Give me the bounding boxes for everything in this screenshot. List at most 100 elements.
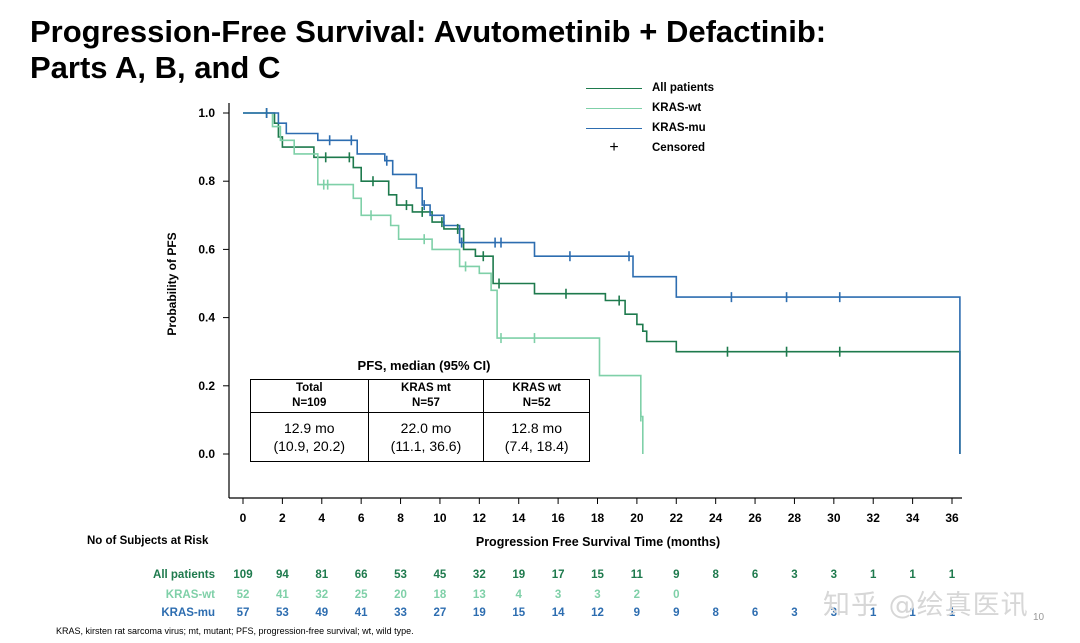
- legend-label: Censored: [652, 142, 706, 154]
- x-tick-label: 30: [827, 511, 841, 525]
- median-value-kras-mt: 22.0 mo (11.1, 36.6): [367, 412, 485, 462]
- risk-cell: 17: [551, 569, 565, 581]
- censor-legend-icon: +: [609, 139, 619, 156]
- chart-legend: All patients KRAS-wt KRAS-mu + Censored: [586, 78, 714, 158]
- risk-cell: 11: [630, 569, 643, 581]
- x-tick-label: 24: [709, 511, 723, 525]
- legend-swatch: [586, 87, 642, 89]
- median-header-kras-wt: KRAS wt N=52: [483, 379, 590, 413]
- legend-label: KRAS-wt: [652, 102, 702, 114]
- x-tick-label: 4: [318, 511, 325, 525]
- watermark: 知乎 @绘真医讯: [823, 590, 1029, 621]
- series-line-0: [243, 112, 961, 454]
- y-tick-label: 1.0: [198, 106, 215, 120]
- risk-cell: 3: [830, 569, 838, 581]
- risk-cell: 8: [712, 607, 719, 619]
- legend-label: KRAS-mu: [652, 122, 706, 134]
- x-tick-label: 8: [397, 511, 404, 525]
- series-line-1: [243, 112, 644, 454]
- risk-cell: 25: [354, 589, 368, 601]
- y-tick-label: 0.4: [198, 311, 215, 325]
- risk-cell: 19: [512, 569, 526, 581]
- risk-cell: 52: [236, 589, 250, 601]
- series-line-2: [243, 112, 961, 454]
- risk-cell: 27: [433, 607, 447, 619]
- x-tick-label: 14: [512, 511, 526, 525]
- footnote: KRAS, kirsten rat sarcoma virus; mt, mut…: [56, 626, 414, 636]
- risk-cell: 4: [515, 589, 522, 601]
- median-pfs-box: PFS, median (95% CI) Total N=109 KRAS mt N…: [250, 358, 590, 462]
- chart-censor-marks: [265, 108, 841, 422]
- x-tick-label: 6: [358, 511, 365, 525]
- risk-cell: 9: [673, 607, 680, 619]
- risk-cell: 3: [830, 607, 838, 619]
- x-axis-label: Progression Free Survival Time (months): [475, 535, 721, 549]
- legend-swatch: [586, 127, 642, 129]
- title-line-1: Progression-Free Survival: Avutometinib …: [30, 14, 827, 49]
- risk-cell: 8: [712, 569, 719, 581]
- risk-cell: 1: [870, 569, 877, 581]
- risk-cell: 81: [315, 569, 329, 581]
- chart-ticks: 0.00.20.40.60.81.00 2 4 6 8 10 12 14 16 18 20 22 24 2…: [198, 106, 959, 525]
- risk-cell: 3: [791, 607, 798, 619]
- chart-curves: [243, 112, 961, 454]
- legend-label: All patients: [652, 82, 714, 94]
- median-table-title: PFS, median (95% CI): [357, 358, 491, 373]
- risk-cell: 15: [591, 569, 604, 581]
- page-number: 10: [1033, 612, 1045, 623]
- title-line-2: Parts A, B, and C: [30, 50, 281, 85]
- risk-cell: 32: [472, 569, 486, 581]
- page-title: Progression-Free Survival: Avutometinib …: [30, 14, 826, 86]
- risk-cell: 1: [948, 569, 956, 581]
- risk-cell: 109: [233, 569, 253, 581]
- x-tick-label: 12: [473, 511, 487, 525]
- risk-cell: 53: [394, 569, 407, 581]
- x-tick-label: 36: [945, 511, 959, 525]
- y-axis-label: Probability of PFS: [165, 232, 179, 335]
- risk-cell: 0: [673, 589, 680, 601]
- risk-cell: 3: [594, 589, 601, 601]
- x-tick-label: 26: [748, 511, 762, 525]
- y-tick-label: 0.6: [198, 242, 215, 256]
- x-tick-label: 32: [867, 511, 881, 525]
- risk-cell: 45: [433, 569, 447, 581]
- median-header-kras-mt: KRAS mt N=57: [367, 379, 485, 413]
- x-tick-label: 18: [591, 511, 605, 525]
- risk-cell: 33: [394, 607, 407, 619]
- risk-cell: 14: [551, 607, 565, 619]
- y-tick-label: 0.8: [198, 174, 215, 188]
- risk-cell: 1: [870, 607, 877, 619]
- legend-item: + Censored: [586, 138, 714, 158]
- risk-cell: 9: [633, 607, 641, 619]
- risk-cell: 15: [512, 607, 526, 619]
- risk-cell: 32: [315, 589, 329, 601]
- risk-cell: 6: [751, 607, 759, 619]
- risk-cell: 6: [751, 569, 759, 581]
- risk-cell: 57: [236, 607, 250, 619]
- risk-row-label: KRAS-mu: [161, 607, 215, 619]
- x-tick-label: 28: [788, 511, 802, 525]
- risk-cell: 1: [948, 607, 956, 619]
- risk-cell: 41: [275, 589, 289, 601]
- y-tick-label: 0.0: [198, 447, 215, 461]
- legend-swatch: [586, 107, 642, 109]
- risk-cell: 94: [275, 569, 289, 581]
- risk-cell: 49: [315, 607, 329, 619]
- risk-cell: 3: [791, 569, 798, 581]
- risk-cell: 2: [633, 589, 641, 601]
- x-tick-label: 22: [670, 511, 684, 525]
- x-tick-label: 0: [240, 511, 247, 525]
- risk-row-label: KRAS-wt: [165, 589, 215, 601]
- x-tick-label: 10: [433, 511, 447, 525]
- y-tick-label: 0.2: [198, 379, 215, 393]
- risk-row-label: All patients: [153, 569, 215, 581]
- x-tick-label: 34: [906, 511, 920, 525]
- median-value-total: 12.9 mo (10.9, 20.2): [250, 412, 369, 462]
- risk-cell: 1: [909, 607, 916, 619]
- median-table: Total N=109 KRAS mt N=57 KRAS wt N=52 12.9 …: [250, 379, 590, 462]
- km-chart: 0.00.20.40.60.81.00 2 4 6 8 10 12 14 16 18 20 22 24 2…: [165, 103, 962, 525]
- risk-cell: 3: [554, 589, 562, 601]
- x-tick-label: 16: [551, 511, 565, 525]
- risk-cell: 19: [472, 607, 486, 619]
- risk-cell: 18: [433, 589, 447, 601]
